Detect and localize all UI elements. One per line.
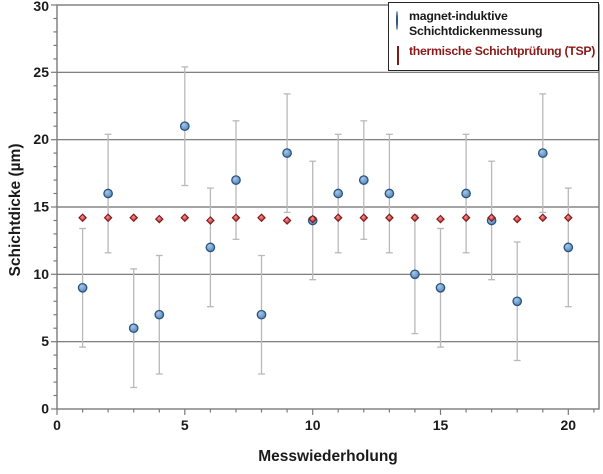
data-point-tsp [231, 213, 241, 223]
data-point-tsp [257, 213, 266, 223]
y-tick-label: 0 [41, 401, 49, 417]
x-tick-label: 15 [433, 417, 449, 433]
y-tick-label: 5 [41, 333, 49, 349]
data-point-tsp [538, 213, 548, 223]
data-point-magnet [154, 309, 165, 320]
y-tick-label: 20 [33, 131, 49, 147]
data-point-magnet [461, 188, 471, 199]
data-point-magnet [563, 242, 574, 253]
y-tick-label: 30 [33, 0, 49, 14]
legend: magnet-induktive Schichtdickenmessung th… [388, 2, 599, 71]
x-axis-title: Messwiederholung [258, 448, 398, 465]
legend-label-tsp: thermische Schichtprüfung (TSP) [409, 44, 596, 58]
data-point-magnet [282, 148, 292, 158]
data-point-tsp [487, 213, 496, 223]
data-point-tsp [512, 214, 522, 224]
data-point-tsp [436, 214, 445, 224]
data-point-magnet [256, 309, 267, 320]
x-tick-label: 20 [561, 417, 577, 433]
x-tick-label: 5 [181, 417, 189, 433]
data-point-magnet [77, 282, 88, 293]
data-point-magnet [512, 296, 523, 307]
data-point-tsp [410, 213, 420, 223]
circle-marker-icon [396, 9, 409, 30]
data-point-magnet [333, 188, 344, 199]
data-point-magnet [179, 121, 190, 132]
data-point-tsp [206, 216, 215, 225]
data-point-tsp [180, 213, 190, 223]
data-point-tsp [282, 216, 292, 225]
y-tick-label: 10 [33, 266, 49, 282]
data-point-tsp [308, 214, 318, 224]
legend-entry-magnet-induktiv: magnet-induktive Schichtdickenmessung [396, 9, 595, 38]
data-point-tsp [333, 213, 343, 223]
data-point-tsp [563, 213, 573, 223]
data-point-magnet [231, 175, 241, 185]
data-point-magnet [205, 242, 216, 253]
data-point-magnet [384, 188, 395, 199]
y-tick-label: 15 [33, 199, 49, 215]
data-point-tsp [461, 213, 471, 223]
y-axis-title: Schichtdicke (µm) [7, 143, 24, 277]
data-point-magnet [358, 175, 369, 185]
data-point-tsp [385, 213, 394, 223]
data-point-tsp [129, 213, 139, 223]
data-point-magnet [537, 148, 548, 158]
data-point-magnet [435, 282, 446, 293]
data-point-magnet [128, 323, 139, 334]
data-point-magnet [410, 269, 420, 280]
data-point-tsp [78, 213, 87, 223]
y-tick-label: 25 [33, 64, 49, 80]
data-point-tsp [359, 213, 369, 223]
x-tick-label: 10 [305, 417, 321, 433]
diamond-marker-icon [396, 44, 409, 65]
data-point-tsp [103, 213, 113, 223]
legend-entry-tsp: thermische Schichtprüfung (TSP) [396, 44, 595, 65]
data-point-tsp [154, 214, 164, 224]
legend-label-magnet-induktiv: magnet-induktive Schichtdickenmessung [409, 9, 543, 38]
x-tick-label: 0 [53, 417, 61, 433]
data-point-magnet [103, 188, 113, 199]
